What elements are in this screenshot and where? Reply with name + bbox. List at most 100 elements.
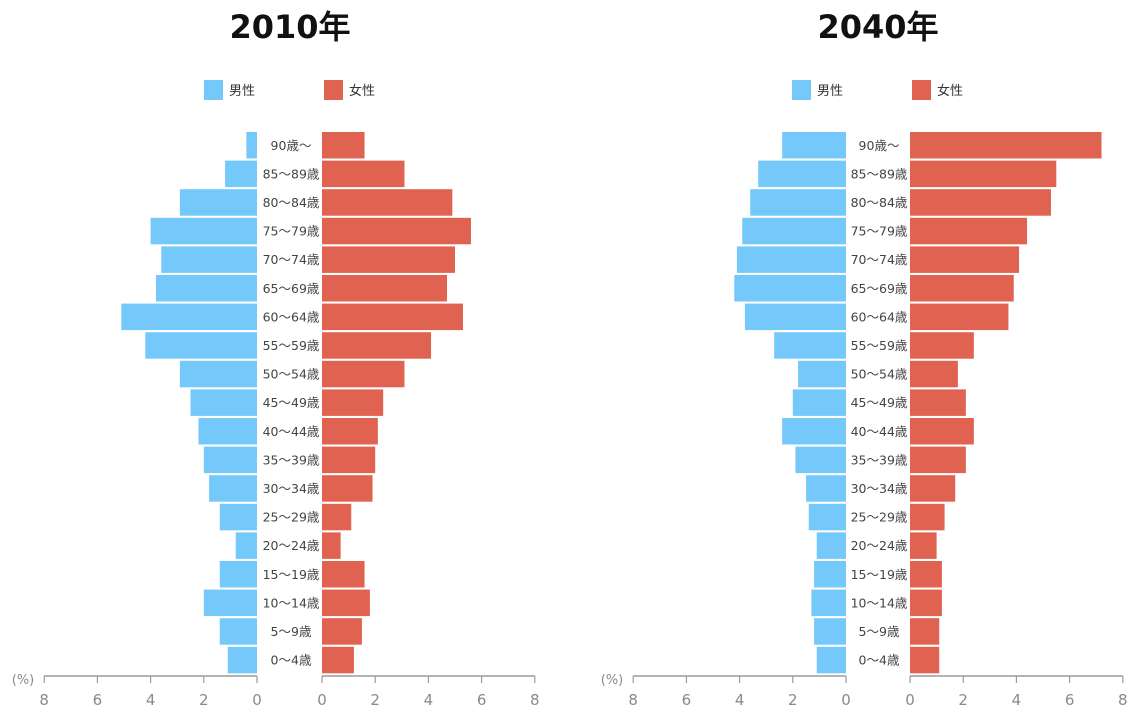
tick-label: 8	[530, 691, 540, 709]
age-label: 85〜89歳	[851, 166, 908, 181]
age-label: 65〜69歳	[851, 281, 908, 296]
age-label: 0〜4歳	[859, 653, 900, 668]
bar-female	[910, 360, 958, 388]
legend-swatch-1	[912, 80, 931, 100]
bar-male	[808, 503, 846, 531]
legend: 男性 女性	[204, 80, 375, 100]
bar-female	[322, 303, 463, 331]
tick-label: 2	[199, 691, 209, 709]
bar-male	[246, 132, 257, 159]
tick-label: 0	[841, 691, 851, 709]
bar-female	[322, 160, 405, 188]
bar-female	[910, 446, 966, 474]
age-label: 55〜59歳	[851, 338, 908, 353]
legend-label-1: 女性	[937, 83, 963, 99]
bar-female	[910, 589, 942, 617]
bar-female	[910, 418, 974, 445]
tick-label: 4	[1012, 691, 1022, 709]
legend: 男性 女性	[792, 80, 963, 100]
tick-label: 8	[1118, 691, 1128, 709]
bar-female	[322, 246, 455, 273]
bar-female	[322, 389, 384, 416]
age-label: 70〜74歳	[263, 252, 320, 267]
bar-male	[179, 189, 257, 216]
age-label: 15〜19歳	[851, 567, 908, 582]
bar-male	[219, 618, 257, 645]
tick-label: 6	[477, 691, 487, 709]
age-label: 55〜59歳	[263, 338, 320, 353]
bar-female	[322, 646, 354, 674]
bar-male	[219, 561, 257, 588]
bar-female	[322, 618, 362, 645]
bar-female	[910, 160, 1057, 188]
age-label: 40〜44歳	[851, 424, 908, 439]
bar-female	[322, 217, 471, 245]
tick-label: 8	[628, 691, 638, 709]
bar-female	[910, 275, 1014, 302]
age-label: 30〜34歳	[263, 481, 320, 496]
age-label: 85〜89歳	[263, 166, 320, 181]
age-label: 75〜79歳	[263, 224, 320, 239]
tick-label: 6	[682, 691, 692, 709]
legend-label-1: 女性	[349, 83, 375, 99]
bar-male	[806, 475, 846, 502]
age-label: 60〜64歳	[263, 309, 320, 324]
bar-male	[782, 418, 846, 445]
age-label: 25〜29歳	[851, 510, 908, 525]
bar-female	[322, 532, 341, 559]
bar-female	[910, 246, 1020, 273]
bar-male	[792, 389, 846, 416]
unit-label: (%)	[12, 673, 35, 688]
bar-male	[816, 646, 846, 674]
bar-female	[910, 332, 974, 359]
tick-label: 0	[317, 691, 327, 709]
age-label: 50〜54歳	[263, 367, 320, 382]
bar-male	[203, 589, 257, 617]
bar-female	[322, 189, 453, 216]
age-label: 75〜79歳	[851, 224, 908, 239]
legend-swatch-1	[324, 80, 343, 100]
age-label: 5〜9歳	[271, 624, 312, 639]
bar-female	[322, 475, 373, 502]
bar-female	[322, 418, 378, 445]
tick-label: 2	[788, 691, 798, 709]
bar-male	[190, 389, 257, 416]
tick-label: 6	[93, 691, 103, 709]
bar-female	[910, 132, 1102, 159]
bar-male	[750, 189, 846, 216]
bar-male	[155, 275, 257, 302]
bar-male	[742, 217, 846, 245]
bar-male	[774, 332, 846, 359]
bar-male	[816, 532, 846, 559]
bar-male	[227, 646, 257, 674]
age-label: 35〜39歳	[851, 452, 908, 467]
bar-male	[814, 618, 846, 645]
legend-label-0: 男性	[229, 84, 255, 99]
legend-swatch-0	[792, 80, 811, 100]
bar-female	[910, 646, 940, 674]
bar-female	[322, 360, 405, 388]
bar-female	[322, 332, 432, 359]
age-label: 45〜49歳	[851, 395, 908, 410]
bar-male	[758, 160, 846, 188]
age-label: 50〜54歳	[851, 367, 908, 382]
tick-label: 4	[146, 691, 156, 709]
legend-swatch-0	[204, 80, 223, 100]
bar-female	[910, 475, 956, 502]
unit-label: (%)	[601, 673, 624, 688]
bar-male	[161, 246, 257, 273]
bar-male	[219, 503, 257, 531]
age-label: 60〜64歳	[851, 309, 908, 324]
tick-label: 2	[958, 691, 968, 709]
bar-female	[910, 532, 937, 559]
bar-male	[150, 217, 257, 245]
bar-female	[910, 618, 940, 645]
bar-female	[322, 589, 370, 617]
age-label: 10〜14歳	[851, 595, 908, 610]
tick-label: 6	[1065, 691, 1075, 709]
age-label: 20〜24歳	[851, 538, 908, 553]
bar-male	[798, 360, 846, 388]
age-label: 0〜4歳	[271, 653, 312, 668]
